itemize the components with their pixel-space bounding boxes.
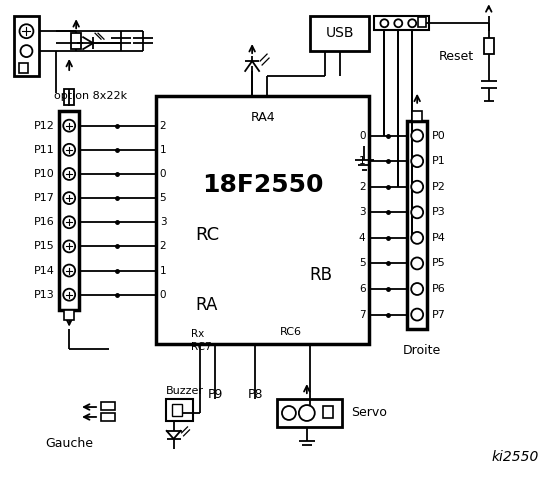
Circle shape	[408, 19, 416, 27]
Text: Servo: Servo	[352, 407, 388, 420]
Circle shape	[63, 264, 75, 276]
Circle shape	[380, 19, 388, 27]
Bar	[166, 399, 194, 421]
Circle shape	[411, 309, 423, 321]
Bar	[418, 17, 426, 27]
Text: 1: 1	[160, 265, 166, 276]
Circle shape	[63, 216, 75, 228]
Bar	[412, 111, 422, 120]
Circle shape	[411, 181, 423, 192]
Text: 7: 7	[359, 310, 366, 320]
Circle shape	[282, 406, 296, 420]
Text: 4: 4	[359, 233, 366, 243]
Circle shape	[20, 45, 33, 57]
Text: 5: 5	[160, 193, 166, 203]
Bar	[101, 402, 115, 410]
Circle shape	[19, 24, 33, 38]
Text: 2: 2	[160, 120, 166, 131]
Text: RA4: RA4	[251, 111, 275, 124]
Text: P1: P1	[432, 156, 446, 166]
Bar	[310, 16, 369, 51]
Text: P12: P12	[33, 120, 54, 131]
Text: RC: RC	[195, 226, 220, 244]
Text: Rx
RC7: Rx RC7	[190, 329, 211, 352]
Circle shape	[411, 283, 423, 295]
Text: RB: RB	[310, 266, 333, 284]
Text: 2: 2	[160, 241, 166, 252]
Bar	[101, 413, 115, 421]
Bar	[64, 310, 74, 320]
Text: RC6: RC6	[280, 327, 302, 337]
Circle shape	[411, 257, 423, 269]
Text: P10: P10	[34, 169, 54, 179]
Text: option 8x22k: option 8x22k	[54, 91, 127, 101]
Circle shape	[63, 168, 75, 180]
Bar	[13, 16, 39, 76]
Text: 0: 0	[160, 290, 166, 300]
Bar	[484, 38, 494, 54]
Text: 3: 3	[160, 217, 166, 227]
Text: P3: P3	[432, 207, 446, 217]
Text: P17: P17	[33, 193, 54, 203]
Text: Buzzer: Buzzer	[166, 386, 204, 396]
Text: 0: 0	[359, 131, 366, 141]
Text: 6: 6	[359, 284, 366, 294]
Text: P11: P11	[34, 145, 54, 155]
Text: RA: RA	[195, 296, 218, 313]
Text: P14: P14	[33, 265, 54, 276]
Text: 2: 2	[359, 182, 366, 192]
Circle shape	[411, 130, 423, 142]
Bar	[407, 120, 427, 329]
Bar	[171, 404, 181, 416]
Bar	[64, 89, 74, 105]
Circle shape	[63, 240, 75, 252]
Text: P4: P4	[432, 233, 446, 243]
Text: P2: P2	[432, 182, 446, 192]
Bar	[156, 96, 369, 344]
Text: P8: P8	[247, 388, 263, 401]
Circle shape	[411, 232, 423, 244]
Circle shape	[63, 288, 75, 300]
Text: USB: USB	[325, 26, 354, 40]
Text: P6: P6	[432, 284, 446, 294]
Bar	[323, 406, 333, 418]
Text: 0: 0	[160, 169, 166, 179]
Circle shape	[411, 155, 423, 167]
Text: 5: 5	[359, 258, 366, 268]
Text: P7: P7	[432, 310, 446, 320]
Circle shape	[63, 192, 75, 204]
Bar	[59, 111, 79, 310]
Text: P13: P13	[34, 290, 54, 300]
Text: P15: P15	[34, 241, 54, 252]
Text: 3: 3	[359, 207, 366, 217]
Bar	[277, 399, 342, 427]
Text: 1: 1	[359, 156, 366, 166]
Bar	[18, 63, 28, 73]
Text: P16: P16	[34, 217, 54, 227]
Text: Reset: Reset	[439, 49, 474, 62]
Circle shape	[411, 206, 423, 218]
Text: P0: P0	[432, 131, 446, 141]
Text: 1: 1	[160, 145, 166, 155]
Text: P5: P5	[432, 258, 446, 268]
Circle shape	[394, 19, 402, 27]
Bar	[71, 33, 81, 49]
Bar	[374, 16, 429, 30]
Text: Gauche: Gauche	[45, 437, 93, 450]
Circle shape	[299, 405, 315, 421]
Text: 18F2550: 18F2550	[202, 173, 324, 197]
Text: ki2550: ki2550	[491, 450, 539, 464]
Circle shape	[63, 120, 75, 132]
Circle shape	[63, 144, 75, 156]
Text: P9: P9	[208, 388, 223, 401]
Text: Droite: Droite	[403, 344, 441, 358]
